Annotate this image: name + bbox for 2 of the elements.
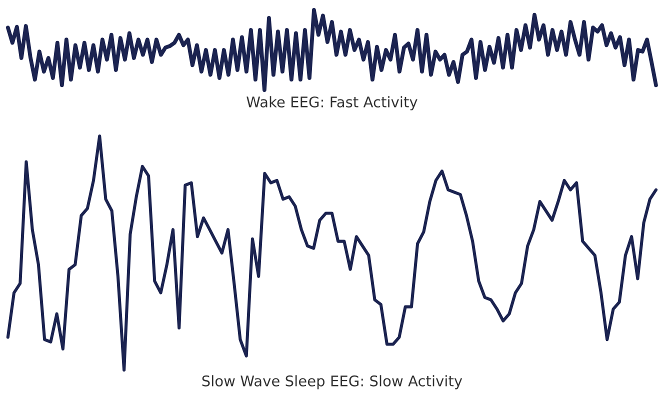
text: Slow Wave Sleep EEG: Slow Activity [202,375,462,390]
text: Wake EEG: Fast Activity [246,96,418,110]
